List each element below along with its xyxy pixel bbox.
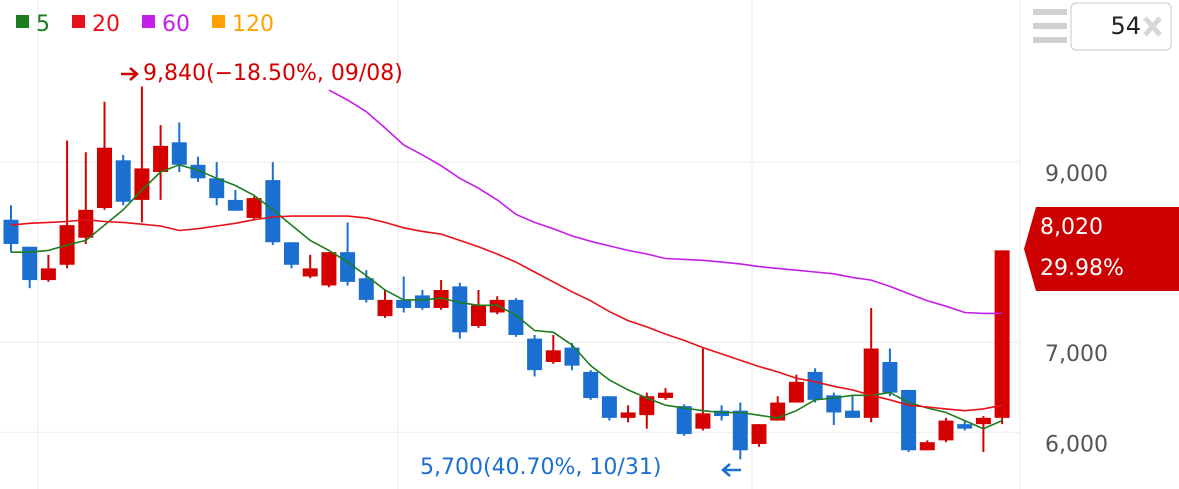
- candle-body: [751, 424, 767, 444]
- candle-body: [845, 410, 860, 418]
- legend-label: 120: [232, 12, 274, 37]
- arrow-icon: [721, 463, 741, 477]
- candle-body: [807, 371, 823, 400]
- ma-line: [328, 89, 1003, 315]
- candle-body: [452, 286, 468, 333]
- candle-body: [545, 350, 561, 363]
- candle-body: [938, 420, 954, 441]
- candle-body: [321, 252, 337, 286]
- candle-body: [676, 406, 692, 435]
- candle-body: [583, 371, 599, 399]
- candle-body: [78, 209, 94, 238]
- legend-swatch: [72, 15, 85, 28]
- candle-body: [564, 347, 580, 366]
- legend-label: 5: [36, 12, 50, 37]
- change-percent: 29.98%: [1040, 256, 1124, 281]
- candle-body: [153, 145, 169, 173]
- legend-swatch: [142, 15, 155, 28]
- candle-body: [284, 242, 299, 265]
- ma-line: [11, 163, 1003, 430]
- candle-body: [22, 246, 38, 281]
- candle-body: [788, 381, 804, 403]
- menu-bar: [1033, 23, 1067, 29]
- price-badge: [1024, 207, 1179, 291]
- candle-body: [882, 362, 898, 393]
- candle-body: [302, 268, 318, 277]
- legend-label: 20: [92, 12, 120, 37]
- candle-body: [358, 278, 374, 300]
- candle-body: [97, 147, 112, 209]
- candle-body: [396, 299, 412, 308]
- candle-body: [246, 198, 262, 218]
- annotation-high: 9,840(−18.50%, 09/08): [143, 61, 403, 86]
- candle-body: [994, 250, 1010, 418]
- candle-body: [919, 442, 935, 451]
- menu-bar: [1033, 37, 1067, 43]
- candle-body: [826, 395, 842, 413]
- candle-body: [377, 299, 393, 317]
- y-tick-label: 9,000: [1045, 162, 1108, 187]
- vertical-grid: [37, 0, 1021, 489]
- menu-bar: [1033, 9, 1067, 15]
- candle-body: [639, 396, 655, 416]
- candle-body: [714, 410, 730, 417]
- candle-body: [209, 178, 225, 199]
- candle-body: [863, 348, 879, 418]
- candle-body: [471, 305, 486, 326]
- y-tick-label: 6,000: [1045, 432, 1108, 457]
- clear-icon[interactable]: [1143, 16, 1162, 37]
- last-price: 8,020: [1040, 215, 1103, 240]
- candle-body: [414, 295, 430, 308]
- input-box: [1070, 2, 1172, 51]
- candle-body: [190, 164, 206, 179]
- candle-body: [732, 410, 748, 451]
- candle-body: [975, 417, 991, 425]
- candle-body: [40, 268, 56, 281]
- candle-body: [508, 299, 524, 336]
- candle-body: [134, 168, 150, 200]
- period-input[interactable]: 54: [1070, 2, 1172, 51]
- candle-body: [527, 338, 543, 371]
- candle-body: [115, 160, 131, 202]
- candle-body: [433, 289, 449, 308]
- candle-body: [957, 424, 973, 429]
- candle-body: [3, 219, 19, 245]
- legend-swatch: [16, 15, 29, 28]
- candle-body: [620, 412, 636, 418]
- candle-body: [340, 252, 356, 282]
- legend: 5 20 60 120: [16, 12, 274, 37]
- candle-body: [227, 199, 243, 211]
- candle-body: [265, 180, 281, 243]
- legend-label: 60: [162, 12, 190, 37]
- ma-line: [10, 215, 1003, 412]
- annotation-low: 5,700(40.70%, 10/31): [420, 455, 661, 480]
- candle-body: [171, 142, 187, 165]
- menu-button[interactable]: [1033, 9, 1067, 43]
- legend-swatch: [212, 15, 225, 28]
- candle-body: [601, 396, 617, 418]
- y-tick-label: 7,000: [1045, 342, 1108, 367]
- arrow-icon: [121, 67, 139, 81]
- candle-body: [695, 413, 711, 429]
- candle-body: [658, 392, 673, 399]
- input-value: 54: [1110, 12, 1141, 40]
